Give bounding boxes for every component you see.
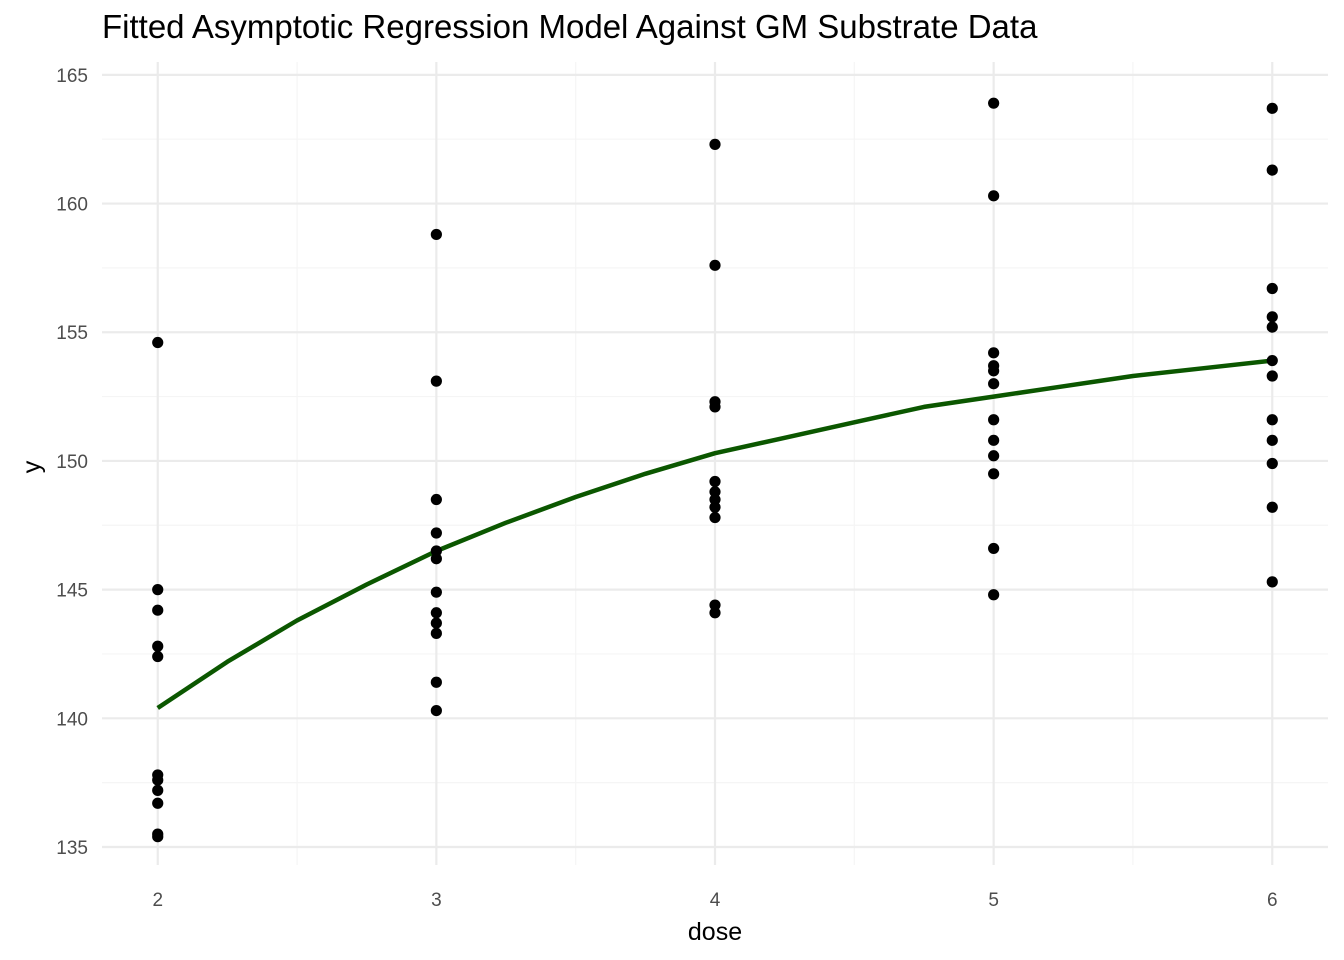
data-point: [988, 347, 1000, 359]
data-point: [709, 493, 721, 506]
data-point: [709, 138, 721, 150]
x-axis-ticks: 2 3 4 5 6: [152, 890, 1277, 911]
data-point: [1266, 282, 1278, 295]
data-point: [152, 784, 164, 796]
data-point: [152, 774, 164, 786]
major-gridlines: [102, 62, 1328, 865]
data-point: [152, 640, 164, 652]
data-point: [1266, 321, 1278, 333]
data-point: [709, 259, 721, 271]
data-point: [1266, 501, 1278, 513]
data-point: [430, 704, 442, 717]
data-point: [1266, 414, 1278, 426]
data-point: [152, 336, 164, 349]
y-tick-label: 150: [56, 452, 88, 473]
y-axis-ticks: 135 140 145 150 155 160 165: [56, 66, 88, 859]
x-tick-label: 4: [710, 890, 721, 911]
data-point: [430, 228, 442, 241]
data-point: [988, 542, 1000, 555]
data-point: [988, 450, 1000, 462]
data-point: [152, 650, 164, 663]
x-tick-label: 6: [1267, 890, 1278, 911]
x-axis-title: dose: [688, 918, 742, 946]
data-point: [1266, 311, 1278, 323]
chart-title: Fitted Asymptotic Regression Model Again…: [102, 8, 1038, 45]
y-tick-label: 140: [56, 709, 88, 730]
data-point: [1266, 434, 1278, 446]
data-point: [430, 545, 442, 557]
data-point: [152, 604, 164, 616]
data-point: [988, 434, 1000, 446]
data-point: [430, 553, 442, 565]
data-point: [988, 468, 1000, 480]
data-point: [152, 831, 164, 843]
y-tick-label: 135: [56, 838, 88, 859]
data-point: [709, 511, 721, 524]
data-point: [709, 475, 721, 488]
data-points-layer: [152, 97, 1278, 843]
fitted-curve: [156, 358, 1273, 710]
data-point: [988, 365, 1000, 377]
data-point: [1266, 576, 1278, 588]
y-axis-title: y: [18, 460, 46, 473]
data-point: [709, 607, 721, 619]
y-tick-label: 145: [56, 581, 88, 602]
data-point: [709, 486, 721, 498]
data-point: [430, 617, 442, 629]
data-point: [1266, 164, 1278, 176]
data-point: [430, 375, 442, 387]
x-tick-label: 2: [152, 890, 163, 911]
data-point: [988, 378, 1000, 390]
data-point: [709, 401, 721, 413]
data-point: [1266, 354, 1278, 367]
data-point: [430, 527, 442, 539]
x-tick-label: 3: [431, 890, 442, 911]
data-point: [430, 627, 442, 639]
data-point: [1266, 102, 1278, 114]
data-point: [152, 584, 164, 596]
data-point: [988, 97, 1000, 109]
data-point: [988, 589, 1000, 601]
y-tick-label: 155: [56, 323, 88, 344]
y-tick-label: 160: [56, 195, 88, 216]
data-point: [430, 493, 442, 506]
data-point: [152, 797, 164, 809]
data-point: [709, 599, 721, 611]
x-tick-label: 5: [988, 890, 999, 911]
data-point: [430, 607, 442, 619]
fitted-curve-layer: [156, 358, 1273, 710]
y-tick-label: 165: [56, 66, 88, 87]
data-point: [1266, 370, 1278, 382]
data-point: [430, 586, 442, 598]
data-point: [988, 414, 1000, 426]
data-point: [709, 501, 721, 513]
data-point: [988, 190, 1000, 202]
data-point: [430, 676, 442, 688]
data-point: [1266, 457, 1278, 470]
